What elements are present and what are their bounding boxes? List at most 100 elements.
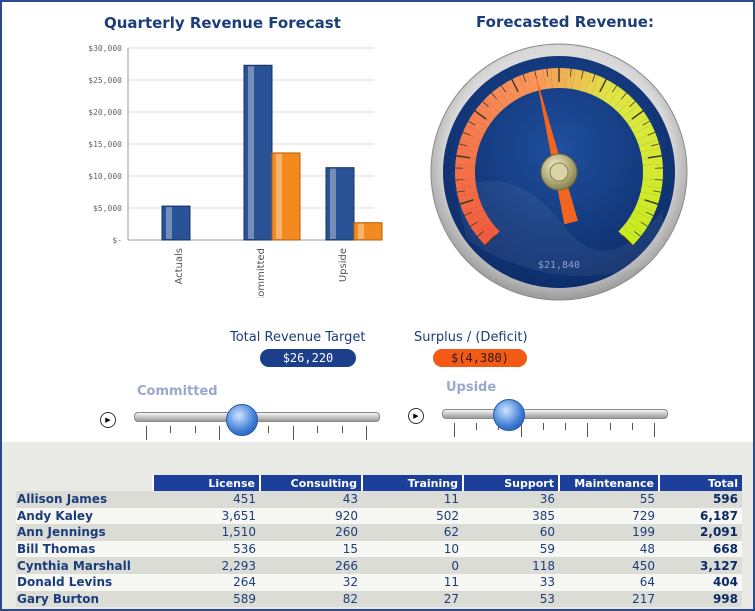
row-total-cell: 998	[659, 590, 742, 608]
gauge-band-segment	[479, 226, 500, 246]
gauge-band-segment	[613, 92, 633, 113]
gauge-band-segment	[455, 163, 476, 172]
slider-tick	[366, 426, 367, 440]
gauge-tick	[474, 110, 487, 120]
row-total-cell: 2,091	[659, 524, 742, 541]
bar-highlight	[358, 223, 364, 239]
gauge-band-segment	[474, 104, 496, 123]
gauge-band-segment	[519, 73, 534, 95]
row-value-cell: 385	[463, 507, 559, 525]
gauge-band-segment	[470, 215, 492, 234]
table-row: Allison James 451 43 11 36 55 596	[16, 491, 742, 508]
gauge-band-segment	[630, 210, 652, 227]
row-value-cell: 55	[559, 491, 659, 508]
row-value-cell: 64	[559, 573, 659, 591]
gauge-tick	[621, 92, 627, 100]
gauge-band-segment	[497, 83, 516, 105]
slider-tick	[520, 423, 522, 437]
gauge-tick	[629, 101, 636, 108]
target-label: Total Revenue Target	[230, 330, 366, 345]
gauge-tick	[647, 131, 656, 136]
upside-slider-track[interactable]	[442, 409, 668, 419]
gauge-scale-band	[455, 68, 663, 246]
gauge-tick	[640, 221, 648, 227]
row-value-cell: 217	[559, 590, 659, 608]
x-category-label: Actuals	[174, 248, 185, 285]
slider-tick	[341, 426, 343, 433]
gauge-band-segment	[641, 155, 663, 166]
gauge-band-segment	[578, 70, 592, 93]
slider-tick	[146, 426, 147, 440]
row-total-cell: 3,127	[659, 557, 742, 574]
gauge-band-segment	[460, 132, 482, 147]
row-value-cell: 62	[362, 524, 463, 541]
gauge-band-segment	[457, 139, 480, 153]
gauge-tick	[581, 70, 584, 79]
gauge-hub-cap	[549, 162, 569, 182]
gauge-tick	[500, 85, 506, 93]
committed-play-button[interactable]: ▶	[100, 412, 116, 428]
row-value-cell: 266	[260, 557, 362, 574]
gauge-tick	[462, 131, 471, 136]
gauge-band-segment	[466, 117, 488, 134]
gauge-tick	[591, 74, 596, 83]
gauge-tick	[569, 68, 572, 77]
row-value-cell: 59	[463, 540, 559, 558]
table-header-row: License Consulting Training Support Main…	[16, 475, 742, 491]
row-name-cell: Allison James	[16, 491, 153, 508]
y-tick-label: $15,000	[88, 140, 122, 149]
upside-play-button[interactable]: ▶	[408, 408, 424, 424]
gauge-band-segment	[630, 117, 652, 134]
gauge-band-segment	[633, 124, 656, 140]
row-value-cell: 33	[463, 573, 559, 591]
upside-slider-thumb[interactable]	[493, 399, 525, 431]
slider-tick	[170, 426, 172, 433]
gauge-band-segment	[455, 178, 477, 189]
gauge-band-segment	[456, 185, 478, 197]
slider-tick	[454, 423, 455, 437]
row-name-cell: Andy Kaley	[16, 507, 153, 525]
gauge-tick	[464, 211, 472, 216]
gauge-band-segment	[640, 185, 662, 197]
gauge-tick	[647, 154, 662, 159]
row-value-cell: 3,651	[153, 507, 260, 525]
table-row: Bill Thomas 536 15 10 59 48 668	[16, 540, 742, 558]
gauge-band-segment	[626, 110, 648, 129]
column-header-training: Training	[361, 475, 463, 491]
gauge-band-segment	[466, 210, 488, 227]
gauge-tick	[644, 199, 659, 205]
slider-tick	[317, 426, 319, 433]
bar-highlight	[330, 168, 336, 239]
row-value-cell: 118	[463, 557, 559, 574]
bar	[325, 167, 355, 241]
gauge-band-segment	[550, 68, 559, 89]
gauge-tick	[456, 190, 465, 193]
revenue-table: License Consulting Training Support Main…	[16, 475, 742, 608]
gauge-band-segment	[642, 172, 663, 181]
gauge-tick	[631, 110, 644, 120]
row-value-cell: 920	[260, 507, 362, 525]
x-category-label: Committed	[256, 248, 267, 298]
committed-slider-thumb[interactable]	[225, 404, 258, 436]
row-value-cell: 36	[463, 491, 559, 508]
gauge-band-segment	[636, 197, 658, 212]
row-value-cell: 11	[362, 491, 463, 508]
gauge-band-segment	[534, 69, 546, 91]
row-value-cell: 589	[153, 590, 260, 608]
gauge-tick	[651, 143, 660, 147]
revenue-table-area: License Consulting Training Support Main…	[2, 442, 753, 609]
slider-tick	[542, 423, 544, 430]
gauge-band-segment	[526, 70, 540, 93]
row-value-cell: 2,293	[153, 557, 260, 574]
gauge-band-segment	[457, 191, 480, 205]
bar	[243, 64, 273, 241]
gauge-tick	[634, 231, 641, 237]
bar-highlight	[248, 66, 254, 239]
slider-tick	[476, 423, 478, 430]
row-value-cell: 450	[559, 557, 659, 574]
gauge-band-segment	[572, 69, 584, 91]
y-tick-label: $10,000	[88, 172, 122, 181]
revenue-bar-chart: $30,000 $25,000 $20,000 $15,000 $10,000 $5,00…	[88, 44, 383, 298]
slider-tick	[631, 423, 633, 430]
